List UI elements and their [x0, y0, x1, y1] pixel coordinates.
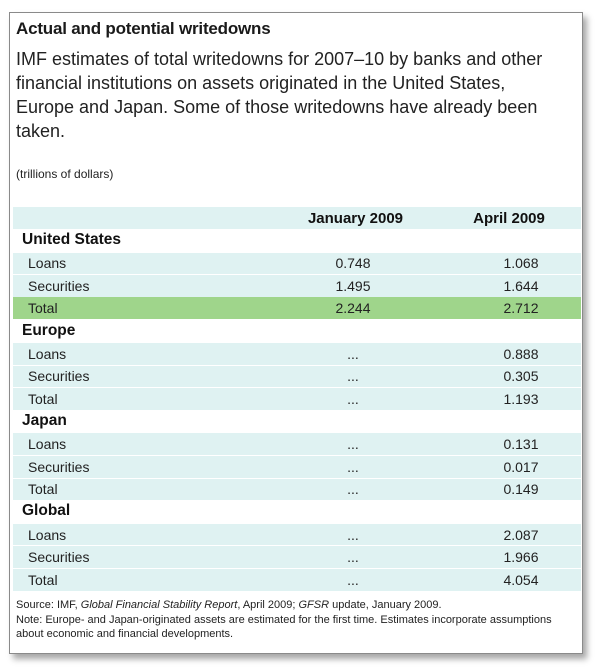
jan-value: 2.244	[335, 300, 371, 317]
jan-value: ...	[347, 481, 359, 498]
row-label: Total	[28, 390, 58, 407]
section-name: United States	[22, 231, 122, 249]
apr-value: 0.305	[503, 368, 539, 385]
apr-value: 1.966	[503, 549, 539, 566]
source-line: Source: IMF, Global Financial Stability …	[16, 598, 576, 613]
apr-value: 1.644	[503, 277, 539, 294]
section-row-united-states: United States	[13, 229, 581, 252]
apr-value: 2.087	[503, 526, 539, 543]
jan-value: ...	[347, 436, 359, 453]
jan-value: ...	[347, 571, 359, 588]
apr-value: 0.888	[503, 345, 539, 362]
table-title: Actual and potential writedowns	[16, 19, 271, 38]
table-row: Securities ... 1.966	[13, 545, 581, 568]
jan-value: ...	[347, 526, 359, 543]
apr-value: 1.068	[503, 255, 539, 272]
table-row-highlighted-total: Total 2.244 2.712	[13, 296, 581, 320]
jan-value: ...	[347, 345, 359, 362]
row-label: Securities	[28, 458, 90, 475]
source-report-title: Global Financial Stability Report	[80, 599, 238, 611]
apr-value: 0.017	[503, 458, 539, 475]
row-label: Loans	[28, 436, 67, 453]
table-row: Securities ... 0.017	[13, 454, 581, 478]
section-row-europe: Europe	[13, 319, 581, 342]
section-name: Europe	[22, 321, 76, 339]
note-text: Note: Europe- and Japan-originated asset…	[16, 613, 552, 641]
apr-value: 0.149	[503, 481, 539, 498]
row-label: Total	[28, 571, 58, 588]
apr-value: 2.712	[503, 300, 539, 317]
table-row: Loans 0.748 1.068	[13, 251, 581, 275]
section-name: Japan	[22, 412, 67, 430]
row-label: Loans	[28, 345, 67, 362]
row-label: Total	[28, 300, 58, 317]
apr-value: 4.054	[503, 571, 539, 588]
source-suffix: update, January 2009.	[329, 599, 442, 611]
writedowns-table: January 2009 April 2009 United States Lo…	[13, 207, 581, 591]
column-header-january-2009: January 2009	[307, 210, 404, 227]
jan-value: 0.748	[335, 255, 371, 272]
table-subtitle: IMF estimates of total writedowns for 20…	[16, 49, 543, 141]
section-name: Global	[22, 502, 71, 520]
table-footer: Source: IMF, Global Financial Stability …	[16, 598, 576, 642]
table-row: Total ... 0.149	[13, 477, 581, 501]
table-row: Total ... 1.193	[13, 387, 581, 410]
table-row: Securities 1.495 1.644	[13, 274, 581, 297]
jan-value: ...	[347, 549, 359, 566]
section-row-global: Global	[13, 500, 581, 523]
row-label: Loans	[28, 255, 67, 272]
table-row: Total ... 4.054	[13, 567, 581, 591]
table-row: Securities ... 0.305	[13, 364, 581, 388]
table-row: Loans ... 2.087	[13, 522, 581, 546]
table-row: Loans ... 0.888	[13, 341, 581, 365]
jan-value: ...	[347, 368, 359, 385]
row-label: Securities	[28, 368, 90, 385]
apr-value: 1.193	[503, 390, 539, 407]
source-prefix: Source: IMF,	[16, 599, 81, 611]
table-header-row: January 2009 April 2009	[13, 207, 581, 229]
row-label: Securities	[28, 277, 90, 294]
jan-value: ...	[347, 458, 359, 475]
table-row: Loans ... 0.131	[13, 432, 581, 455]
column-header-april-2009: April 2009	[473, 210, 545, 227]
row-label: Securities	[28, 549, 90, 566]
units-label: (trillions of dollars)	[16, 167, 114, 181]
row-label: Total	[28, 481, 58, 498]
section-row-japan: Japan	[13, 410, 581, 433]
jan-value: ...	[347, 390, 359, 407]
source-middle: , April 2009;	[237, 599, 299, 611]
source-update-title: GFSR	[298, 599, 330, 611]
jan-value: 1.495	[335, 277, 371, 294]
row-label: Loans	[28, 526, 67, 543]
apr-value: 0.131	[503, 436, 539, 453]
